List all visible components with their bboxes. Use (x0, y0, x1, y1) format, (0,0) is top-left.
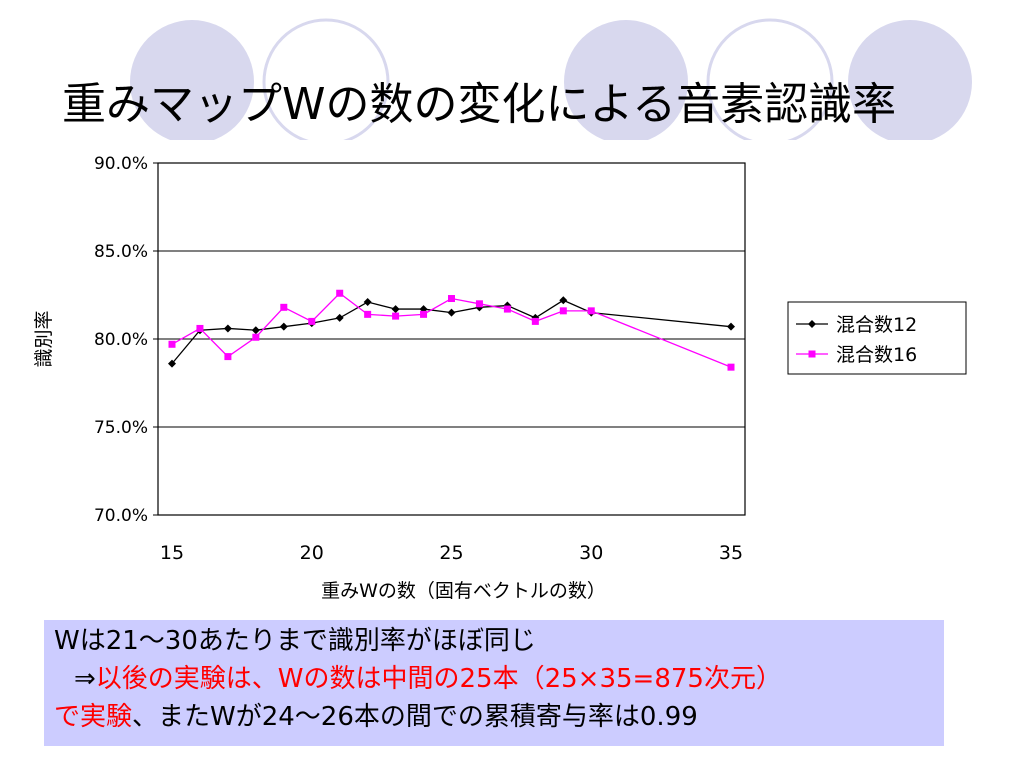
data-point (727, 363, 735, 371)
note-line-2: ⇒以後の実験は、Wの数は中間の25本（25×35=875次元） (54, 660, 934, 698)
series-layer (168, 289, 735, 371)
data-point (308, 317, 316, 325)
data-point (448, 295, 455, 303)
y-tick-label: 80.0% (94, 330, 148, 350)
data-point (196, 324, 204, 332)
legend-item: 混合数16 (796, 344, 917, 366)
data-point (559, 307, 567, 315)
decorative-circles (130, 18, 972, 140)
legend-box (787, 301, 967, 375)
deco-circle (130, 20, 254, 140)
note-line-1: Wは21～30あたりまで識別率がほぼ同じ (54, 622, 934, 660)
x-tick-label: 30 (579, 542, 603, 564)
note-box: Wは21～30あたりまで識別率がほぼ同じ ⇒以後の実験は、Wの数は中間の25本（… (44, 620, 944, 746)
arrow-icon: ⇒ (74, 664, 96, 694)
data-point (587, 307, 595, 315)
data-point (364, 310, 372, 318)
note-line-2-red: 以後の実験は、Wの数は中間の25本（25×35=875次元） (95, 664, 782, 694)
data-point (336, 289, 344, 297)
y-tick-label: 85.0% (94, 242, 148, 262)
x-tick-label: 25 (439, 542, 463, 564)
legend-swatch-marker (808, 320, 816, 328)
data-point (420, 310, 428, 318)
data-point (168, 359, 176, 368)
data-point (391, 305, 400, 314)
note-line-3-text: 、またWが24～26本の間での累積寄与率は0.99 (132, 702, 698, 732)
data-point (392, 312, 400, 320)
data-point (727, 322, 735, 331)
line-chart: 70.0% 75.0% 80.0% 85.0% 90.0% 15 20 25 30 35 重みW… (33, 154, 967, 602)
legend: 混合数12 混合数16 (787, 301, 967, 375)
note-line-1-text: Wは21～30あたりまで識別率がほぼ同じ (54, 626, 536, 656)
legend-label: 混合数16 (836, 344, 917, 366)
deco-circle (848, 20, 972, 140)
y-tick-label: 90.0% (94, 154, 148, 174)
data-point (363, 298, 372, 307)
x-tick-label: 15 (160, 542, 184, 564)
legend-swatch-marker (808, 350, 816, 358)
y-tick-label: 70.0% (94, 506, 148, 526)
deco-circle (262, 18, 390, 140)
note-line-3-red: で実験 (54, 702, 133, 732)
data-point (279, 322, 288, 331)
data-point (559, 296, 568, 305)
data-point (280, 303, 288, 311)
data-point (223, 324, 232, 333)
x-axis-label: 重みWの数（固有ベクトルの数） (321, 580, 606, 602)
deco-circle (564, 20, 688, 140)
y-axis-ticks: 70.0% 75.0% 80.0% 85.0% 90.0% (94, 154, 158, 526)
legend-items: 混合数12 混合数16 (796, 314, 917, 366)
series-2 (168, 289, 735, 371)
slide-title: 重みマップWの数の変化による音素認識率 (62, 79, 897, 130)
deco-circle (706, 18, 834, 140)
y-tick-label: 75.0% (94, 418, 148, 438)
data-point (224, 353, 232, 361)
data-point (475, 300, 483, 308)
y-axis-label: 識別率 (33, 310, 55, 367)
data-point (335, 313, 344, 322)
data-point (251, 326, 260, 335)
legend-item: 混合数12 (796, 314, 917, 336)
x-tick-label: 20 (300, 542, 324, 564)
data-point (168, 340, 176, 348)
x-axis-ticks: 15 20 25 30 35 (160, 542, 743, 564)
data-point (447, 308, 456, 317)
x-tick-label: 35 (719, 542, 743, 564)
legend-label: 混合数12 (836, 314, 917, 336)
data-point (503, 305, 511, 313)
data-point (531, 317, 539, 325)
data-point (252, 333, 260, 341)
note-line-3: で実験、またWが24～26本の間での累積寄与率は0.99 (54, 698, 934, 736)
